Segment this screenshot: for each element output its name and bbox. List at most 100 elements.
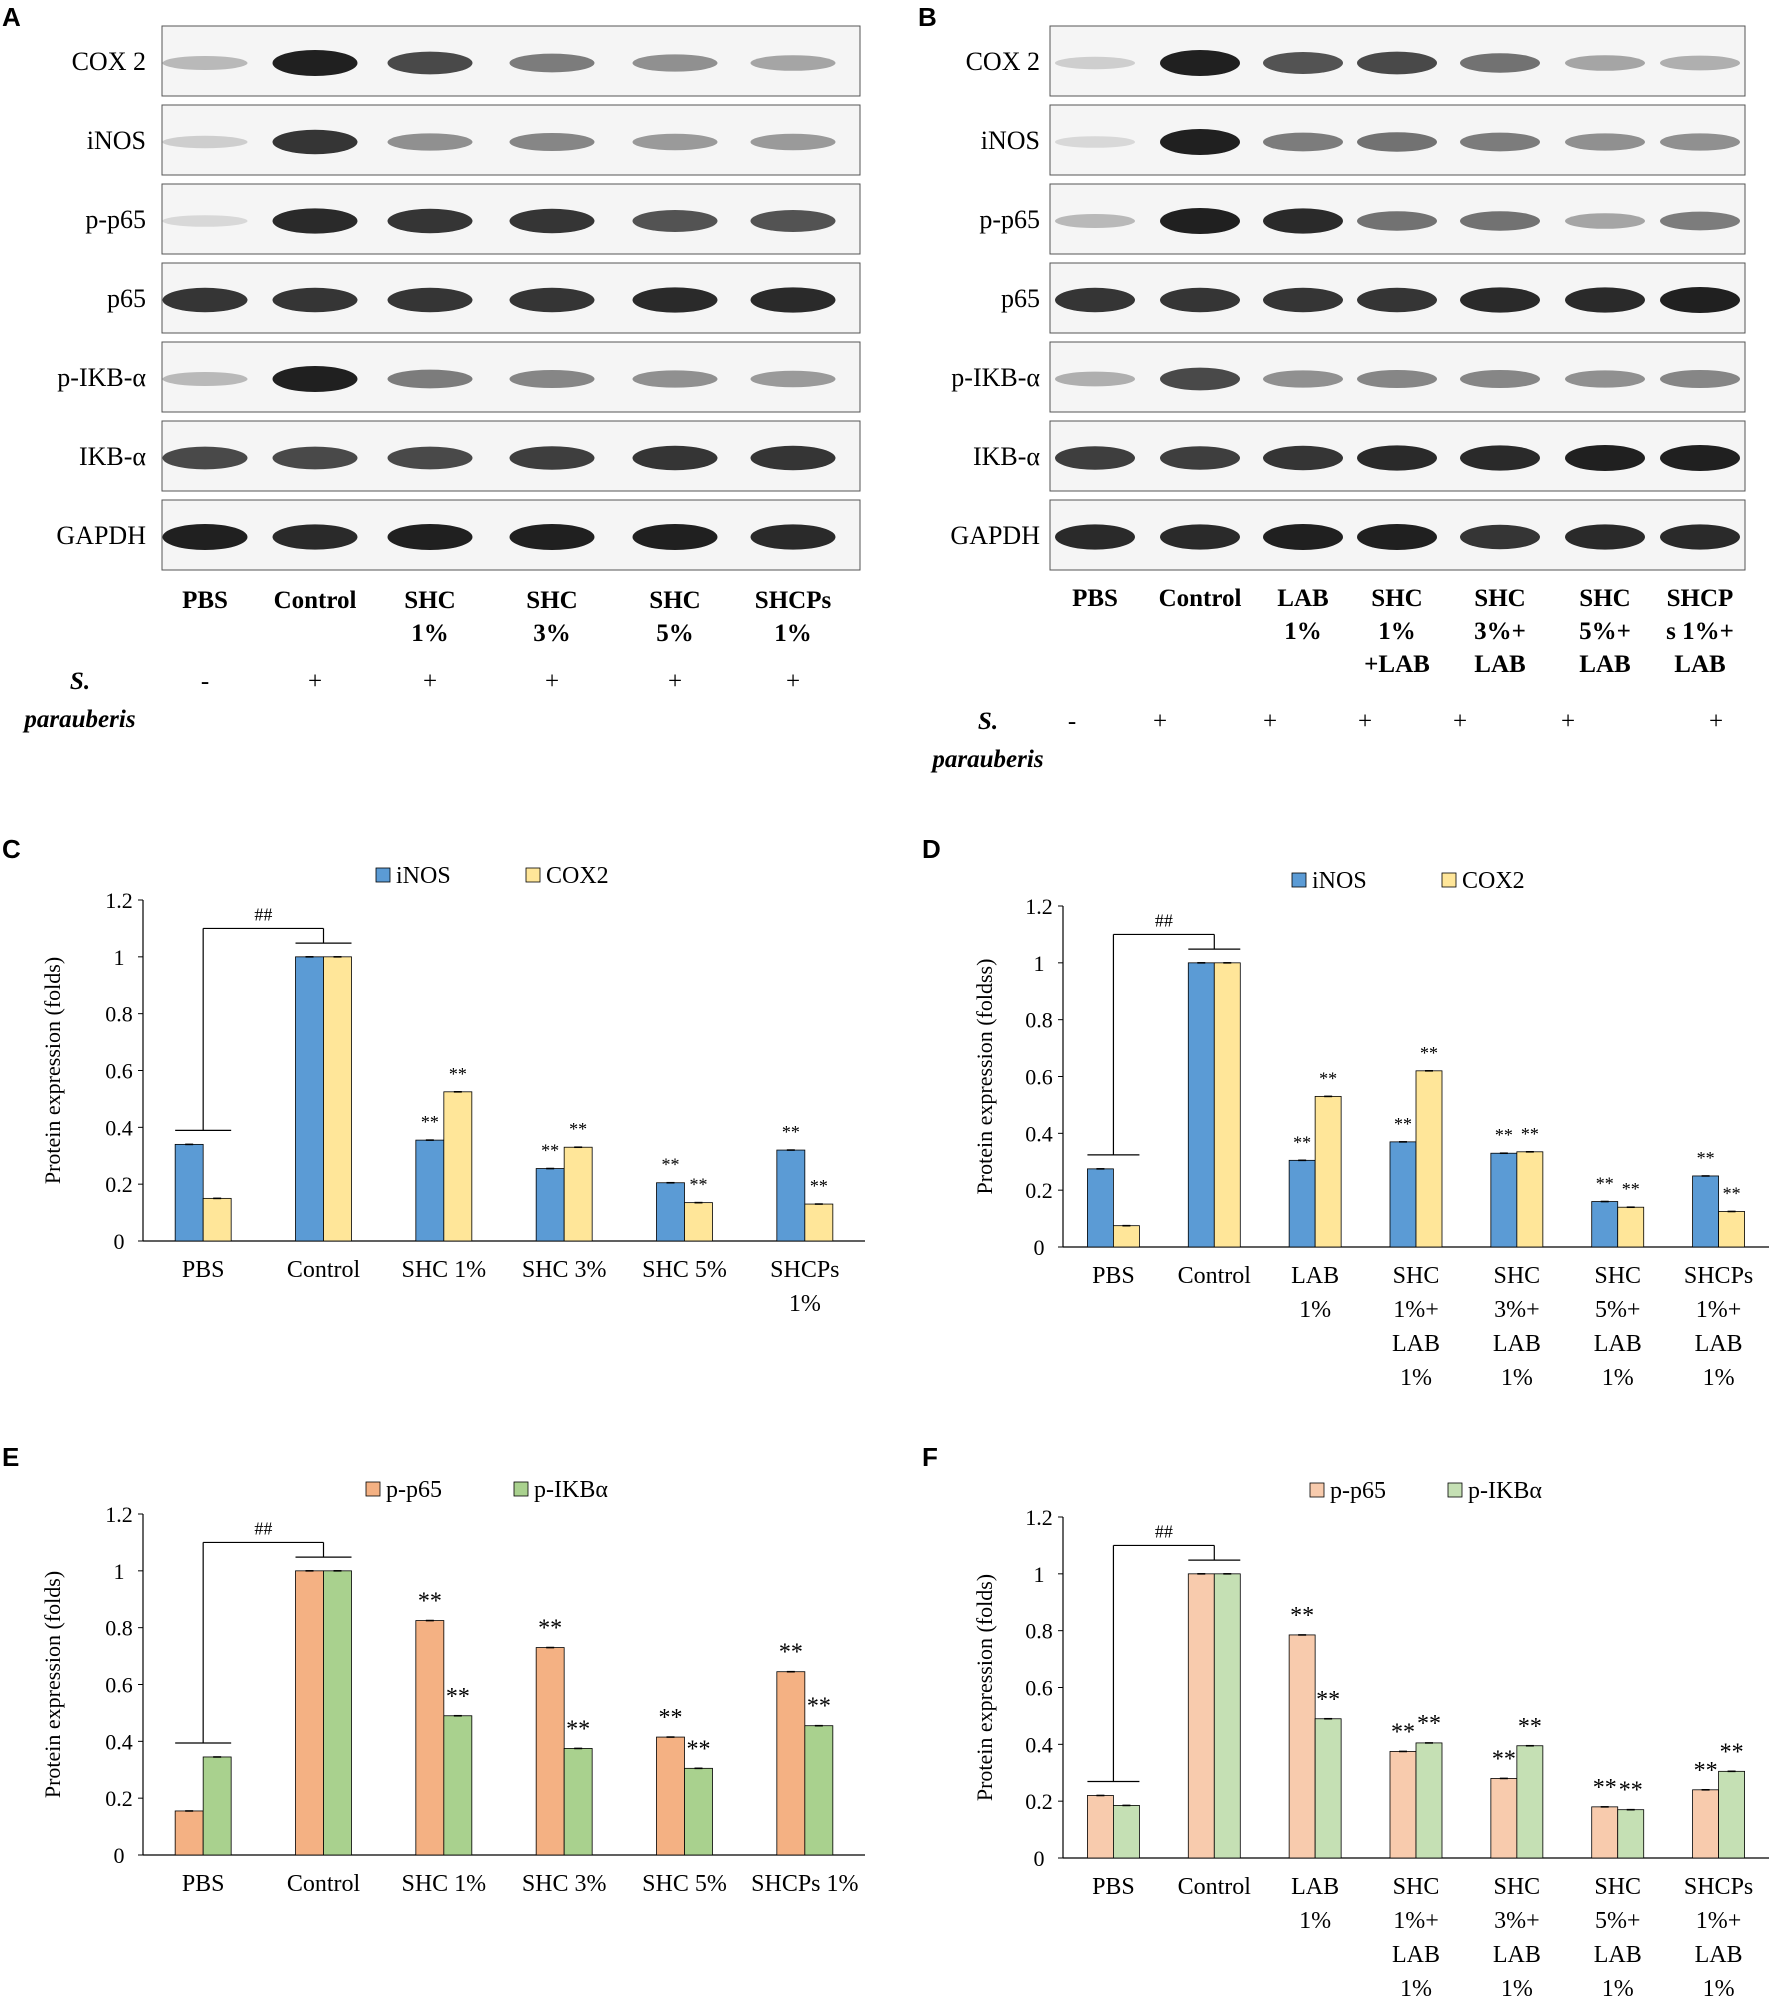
row-label-B-0: COX 2 [966,47,1040,76]
bar-COX2 [1516,1151,1544,1248]
y-tick-label: 0.2 [105,1172,133,1197]
blot-band [1055,214,1135,228]
treatment-sign: + [308,668,322,695]
bar-iNOS [295,956,324,1242]
bar-COX2 [443,1091,473,1242]
treatment-sign: - [1068,708,1076,735]
x-tick-label: 1%+ [1696,1908,1742,1934]
blot-band [1055,136,1135,148]
blot-band [1160,50,1240,76]
blot-band [1160,208,1240,234]
blot-band [1660,133,1740,151]
y-tick-label: 1.2 [105,1502,133,1527]
x-tick-label: PBS [182,1871,225,1897]
x-tick-label: Control [287,1257,361,1283]
x-tick-label: Control [1178,1874,1252,1900]
blot-band [1460,132,1540,152]
blot-band [272,446,358,470]
legend-swatch [1291,872,1307,888]
row-label-A-0: COX 2 [72,47,146,76]
row-label-B-6: GAPDH [950,521,1040,550]
treatment-label: parauberis [930,746,1043,773]
bar-iNOS [1288,1159,1316,1248]
bar-p-p65 [1389,1751,1417,1859]
blot-band [1565,524,1645,550]
x-tick-label: 1% [1602,1365,1634,1391]
significance-mark: ** [1319,1068,1337,1088]
legend-label: p-p65 [386,1477,442,1503]
bar-iNOS [1389,1141,1417,1248]
blot-band [750,287,836,313]
bar-p-p65 [776,1671,806,1856]
x-tick-label: PBS [1092,1874,1135,1900]
y-tick-label: 0.6 [1025,1676,1053,1701]
row-label-A-1: iNOS [87,126,146,155]
significance-mark: ** [538,1616,562,1642]
lane-label-B-2: LAB [1277,585,1328,612]
bar-iNOS [535,1168,565,1242]
bar-p-p65 [535,1647,565,1856]
blot-band [1263,132,1343,152]
significance-mark: ** [1293,1132,1311,1152]
bar-p-IKBα [202,1756,232,1856]
significance-mark: ** [687,1736,711,1762]
bar-p-IKBα [443,1715,473,1856]
significance-mark: ** [418,1589,442,1615]
bar-iNOS [1087,1168,1114,1248]
x-tick-label: 5%+ [1595,1297,1641,1323]
x-tick-label: 1%+ [1393,1297,1439,1323]
x-tick-label: SHC [1594,1874,1641,1900]
treatment-label: S. [70,668,90,695]
lane-label-B-3: SHC [1371,585,1422,612]
lane-label-B-1: Control [1159,585,1242,612]
y-tick-label: 0 [1034,1846,1045,1871]
chart-panel-F: 0 0.2 0.4 0.6 0.8 1 1.2 Protein expression (fol… [972,1478,1769,2002]
blot-band [1660,370,1740,388]
treatment-sign: + [786,668,800,695]
bar-COX2 [323,956,352,1242]
lane-label-B-5: LAB [1579,651,1630,678]
lane-label-A-2: 1% [411,620,449,647]
legend-label: iNOS [1312,868,1367,894]
bar-COX2 [563,1146,593,1242]
significance-mark: ** [1316,1687,1340,1713]
x-tick-label: 3%+ [1494,1297,1540,1323]
panel-letter-A: A [2,2,21,32]
significance-mark: ** [569,1119,587,1139]
x-tick-label: SHCPs 1% [751,1871,858,1897]
treatment-sign: + [668,668,682,695]
bar-p-p65 [1692,1789,1719,1859]
legend-label: p-IKBα [1468,1478,1542,1504]
y-tick-label: 0.6 [1025,1065,1053,1090]
significance-mark: ** [1394,1114,1412,1134]
blot-band [1160,367,1240,391]
blot-band [1660,445,1740,471]
lane-label-A-3: SHC [526,587,577,614]
blot-band [1055,371,1135,387]
blot-band [1263,445,1343,471]
blot-band [632,54,718,72]
bar-p-IKBα [1113,1805,1140,1859]
blot-band [1357,211,1437,231]
bar-p-p65 [415,1620,445,1856]
treatment-sign: + [1153,708,1167,735]
significance-mark: ** [1420,1043,1438,1063]
significance-mark: ** [1391,1719,1415,1745]
bar-p-IKBα [1415,1742,1443,1859]
significance-mark: ** [662,1155,680,1175]
lane-label-A-4: 5% [656,620,694,647]
blot-band [1460,287,1540,313]
blot-band [1263,370,1343,388]
blot-band [1565,133,1645,151]
blot-band [1460,445,1540,471]
panel-letter-C: C [2,834,21,864]
blot-band [509,446,595,470]
bar-iNOS [1692,1175,1719,1248]
blot-band [1055,287,1135,313]
x-tick-label: 1% [1703,1365,1735,1391]
legend-swatch [525,867,541,883]
lane-label-A-4: SHC [649,587,700,614]
bar-p-IKBα [1213,1573,1241,1859]
y-tick-label: 1 [1034,951,1045,976]
y-tick-label: 0.2 [1025,1178,1053,1203]
